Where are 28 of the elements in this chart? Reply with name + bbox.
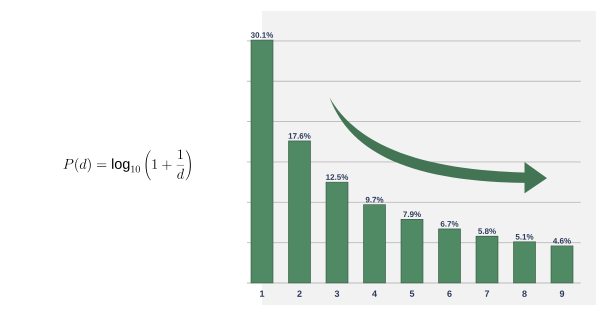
bar xyxy=(400,218,424,284)
data-label: 6.7% xyxy=(440,221,458,227)
x-tick-label: 4 xyxy=(372,290,377,297)
text: $P(d)=\log_{10}\left(1+\frac{1}{d}\right)$ xyxy=(63,150,191,180)
x-tick-label: 9 xyxy=(560,290,564,297)
data-label: 5.8% xyxy=(478,228,496,234)
data-label: 30.1% xyxy=(250,32,274,38)
data-label: 5.1% xyxy=(516,234,534,240)
bar xyxy=(326,182,348,284)
x-tick-label: 2 xyxy=(297,290,302,297)
bar xyxy=(250,40,274,284)
x-tick-label: 8 xyxy=(522,290,527,297)
bar xyxy=(288,140,311,284)
x-tick-label: 3 xyxy=(334,290,340,297)
data-label: 9.7% xyxy=(366,196,384,203)
bar xyxy=(550,246,574,284)
data-label: 12.5% xyxy=(326,174,348,180)
bar xyxy=(513,242,536,284)
bar xyxy=(363,204,386,284)
x-tick-label: 7 xyxy=(484,290,490,297)
x-tick-label: 5 xyxy=(410,290,414,297)
bar xyxy=(476,236,498,284)
x-tick-label: 1 xyxy=(260,290,264,297)
data-label: 4.6% xyxy=(553,238,571,244)
data-label: 17.6% xyxy=(288,133,311,139)
data-label: 7.9% xyxy=(403,211,421,218)
x-tick-label: 6 xyxy=(447,290,452,297)
bar xyxy=(438,228,461,284)
